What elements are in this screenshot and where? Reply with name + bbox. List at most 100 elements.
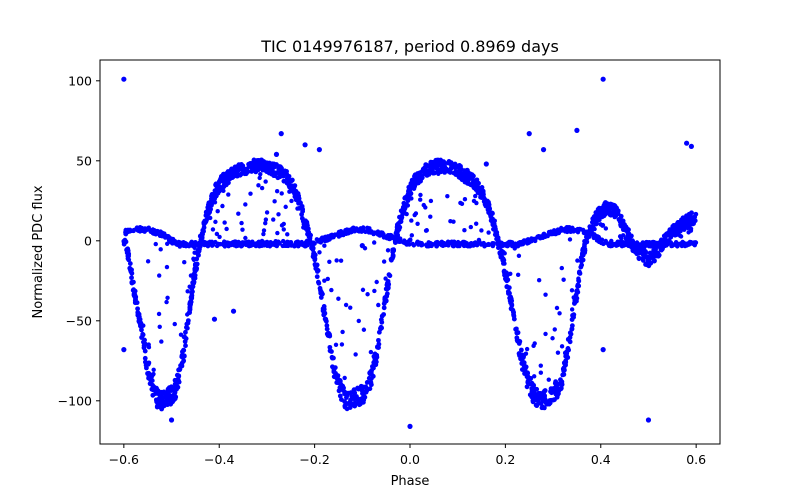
data-point [501,249,506,255]
data-point [192,268,198,274]
data-point [289,183,295,189]
data-point [175,384,181,390]
data-point [327,344,333,350]
data-point [637,250,642,256]
data-point [462,196,468,202]
data-point [645,262,650,268]
data-point [336,296,341,301]
data-point [536,278,542,283]
data-point [574,127,580,133]
data-point [680,239,685,245]
data-point [259,243,264,248]
data-point [347,405,353,410]
data-point [237,172,243,178]
data-point [567,335,573,340]
x-tick-label: 0.4 [591,452,611,467]
data-point [595,216,601,222]
data-point [599,213,604,218]
data-point [188,273,194,278]
data-point [338,378,343,384]
data-point [415,179,421,185]
data-point [645,257,651,262]
data-point [535,234,540,239]
data-point [441,242,446,248]
data-point [429,168,435,174]
data-point [561,372,567,377]
data-point [376,329,382,335]
data-point [255,167,261,173]
data-point [376,302,381,308]
data-point [289,198,294,204]
data-point [281,173,286,179]
data-point [183,329,188,335]
data-point [274,189,280,194]
data-point [200,227,206,233]
data-point [435,239,440,245]
data-point [302,142,308,148]
data-point [587,224,593,230]
data-point [258,160,264,166]
data-point [428,163,434,169]
data-point [184,325,189,330]
data-point [473,193,478,199]
data-point [541,234,547,239]
data-point [198,240,203,245]
data-point [462,228,467,233]
data-point [509,302,515,307]
data-point [609,202,615,208]
data-point [158,402,164,408]
data-point [287,189,292,194]
data-point [577,226,582,232]
data-point [462,180,468,185]
data-point [520,242,525,247]
data-point [455,169,461,175]
data-point [131,228,136,234]
data-point [156,311,162,317]
data-point [452,161,458,167]
data-point [348,397,353,403]
data-point [580,248,586,254]
data-point [166,386,171,392]
data-point [342,399,347,404]
data-point [412,173,417,179]
data-point [401,206,407,211]
data-point [686,211,692,217]
data-point [506,285,512,291]
data-point [408,190,414,196]
data-point [601,241,606,247]
data-point [561,277,566,282]
data-point [643,249,648,254]
data-point [438,167,444,173]
data-point [455,243,461,249]
data-point [415,221,420,226]
data-point [181,358,187,364]
data-point [370,364,375,369]
data-point [164,264,170,270]
data-point [236,211,241,216]
data-point [206,242,211,247]
data-point [275,230,280,236]
data-point [457,165,463,171]
data-point [636,242,641,248]
data-point [213,239,218,245]
data-point [192,245,197,251]
data-point [368,349,374,355]
data-point [491,242,496,247]
data-point [552,327,557,332]
data-point [145,259,151,264]
data-point [563,361,568,366]
data-point [352,400,358,406]
data-point [277,164,283,170]
data-point [505,272,510,278]
data-point [307,238,313,244]
data-point [179,353,185,358]
data-point [259,164,264,169]
data-point [182,242,188,248]
data-point [538,363,543,368]
data-point [690,218,695,223]
data-point [158,396,164,401]
data-point [264,160,270,166]
data-point [303,243,308,249]
data-point [162,394,168,400]
data-point [211,316,218,322]
